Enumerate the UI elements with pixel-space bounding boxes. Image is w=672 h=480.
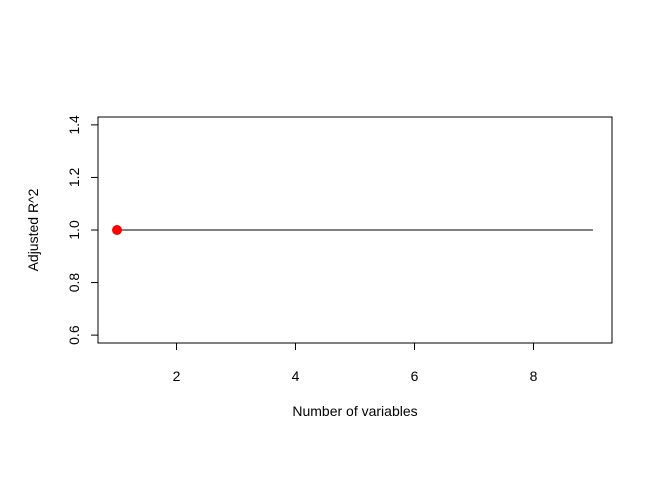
series-layer [112, 225, 593, 235]
y-tick-label: 0.6 [66, 325, 82, 345]
y-tick-label: 1.4 [66, 115, 82, 135]
y-tick-label: 0.8 [66, 273, 82, 293]
x-axis: 2 4 6 8 [173, 342, 538, 384]
y-tick-label: 1.2 [66, 168, 82, 188]
y-tick-label: 1.0 [66, 220, 82, 240]
x-tick-label: 8 [530, 368, 538, 384]
x-tick-label: 2 [173, 368, 181, 384]
x-tick-label: 4 [292, 368, 300, 384]
x-axis-label: Number of variables [292, 403, 417, 419]
x-tick-label: 6 [411, 368, 419, 384]
y-axis-label: Adjusted R^2 [25, 188, 41, 271]
highlight-point [112, 225, 123, 235]
y-axis: 0.6 0.8 1.0 1.2 1.4 [66, 115, 99, 345]
